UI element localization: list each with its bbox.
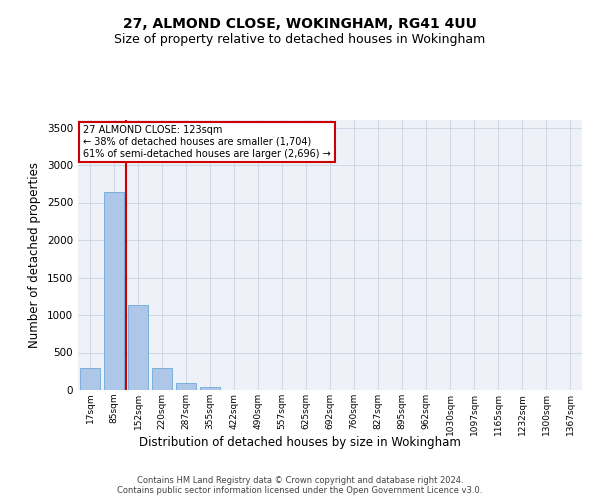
Y-axis label: Number of detached properties: Number of detached properties xyxy=(28,162,41,348)
Bar xyxy=(128,304,148,390)
Text: 27 ALMOND CLOSE: 123sqm
← 38% of detached houses are smaller (1,704)
61% of semi: 27 ALMOND CLOSE: 123sqm ← 38% of detache… xyxy=(83,126,331,158)
Text: 27, ALMOND CLOSE, WOKINGHAM, RG41 4UU: 27, ALMOND CLOSE, WOKINGHAM, RG41 4UU xyxy=(123,18,477,32)
Bar xyxy=(200,387,220,390)
Text: Contains HM Land Registry data © Crown copyright and database right 2024.
Contai: Contains HM Land Registry data © Crown c… xyxy=(118,476,482,495)
Bar xyxy=(176,383,196,390)
Bar xyxy=(80,368,100,390)
Bar xyxy=(104,192,124,390)
Bar xyxy=(152,368,172,390)
Text: Size of property relative to detached houses in Wokingham: Size of property relative to detached ho… xyxy=(115,32,485,46)
Text: Distribution of detached houses by size in Wokingham: Distribution of detached houses by size … xyxy=(139,436,461,449)
